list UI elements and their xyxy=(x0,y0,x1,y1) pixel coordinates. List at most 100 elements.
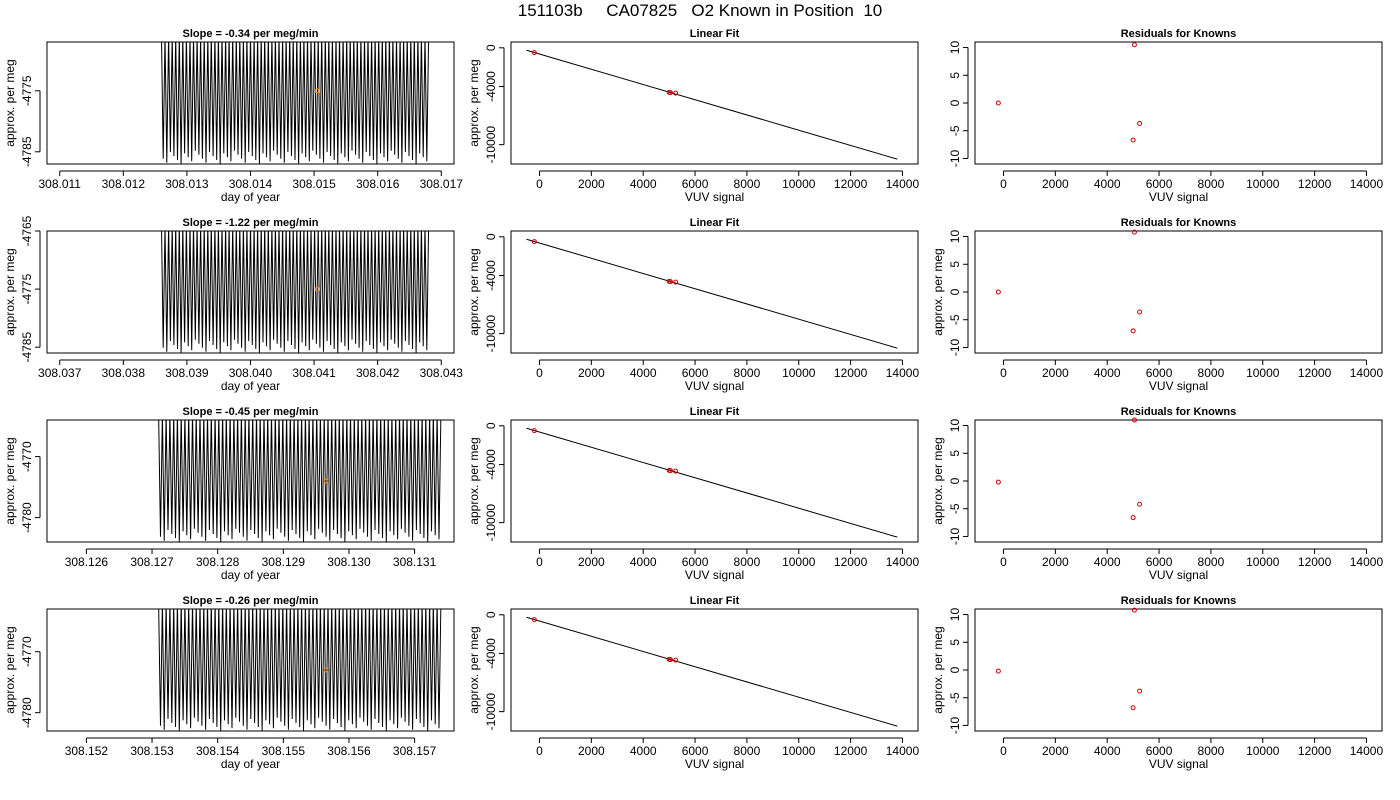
y-tick-label: -10 xyxy=(948,149,962,167)
y-tick-label: 10 xyxy=(948,419,962,433)
plot-frame xyxy=(510,419,919,543)
y-tick-label: 10 xyxy=(948,230,962,244)
y-axis-label: approx. per meg xyxy=(3,59,17,146)
x-tick-label: 2000 xyxy=(578,555,605,569)
x-tick-label: 12000 xyxy=(1298,744,1332,758)
x-tick-label: 6000 xyxy=(682,177,709,191)
x-tick-label: 308.040 xyxy=(229,366,273,380)
residual-point xyxy=(995,100,1001,106)
residual-point xyxy=(1131,607,1137,613)
x-tick-label: 2000 xyxy=(1042,177,1069,191)
x-tick-label: 308.155 xyxy=(262,744,306,758)
y-tick-label: -4775 xyxy=(20,75,34,106)
fit-data-point xyxy=(673,279,679,285)
x-axis-label: VUV signal xyxy=(685,757,744,771)
residual-point xyxy=(1130,137,1136,143)
y-tick-label: -4770 xyxy=(20,441,34,472)
x-tick-label: 308.152 xyxy=(65,744,109,758)
x-axis-label: VUV signal xyxy=(1149,568,1208,582)
fit-data-point xyxy=(531,617,537,623)
residual-point xyxy=(995,479,1001,485)
x-tick-label: 12000 xyxy=(834,366,868,380)
x-tick-label: 8000 xyxy=(1198,366,1225,380)
fit-line xyxy=(526,49,898,160)
plot-frame xyxy=(510,230,919,354)
x-tick-label: 10000 xyxy=(1246,177,1280,191)
residual-point xyxy=(1130,328,1136,334)
y-axis-label: approx. per meg xyxy=(931,626,945,713)
x-tick-label: 4000 xyxy=(630,366,657,380)
fit-data-point xyxy=(667,657,673,663)
x-tick-label: 308.127 xyxy=(130,555,174,569)
x-tick-label: 308.014 xyxy=(229,177,273,191)
x-tick-label: 0 xyxy=(1000,555,1007,569)
y-tick-label: -4780 xyxy=(20,502,34,533)
y-tick-label: 5 xyxy=(948,261,962,268)
plot-frame xyxy=(974,419,1383,543)
x-tick-label: 4000 xyxy=(630,555,657,569)
y-axis-label: approx. per meg xyxy=(467,626,481,713)
y-tick-label: -10000 xyxy=(484,693,498,731)
panel-row2-slope: Slope = -1.22 per meg/min 308.037 308.038 3… xyxy=(3,215,463,393)
y-tick-label: 10 xyxy=(948,608,962,622)
x-tick-label: 308.037 xyxy=(38,366,82,380)
x-tick-label: 14000 xyxy=(886,366,920,380)
residual-point xyxy=(1131,42,1137,48)
fit-data-point xyxy=(531,50,537,56)
y-tick-label: 10 xyxy=(948,41,962,55)
y-tick-label: 0 xyxy=(948,477,962,484)
panel-title: Linear Fit xyxy=(690,217,740,229)
x-tick-label: 0 xyxy=(536,555,543,569)
y-tick-label: -5 xyxy=(948,125,962,136)
y-tick-label: 0 xyxy=(948,288,962,295)
figure-title: 151103b CA07825 O2 Known in Position 10 xyxy=(517,1,883,20)
x-tick-label: 308.126 xyxy=(65,555,109,569)
mean-point-marker xyxy=(323,667,329,673)
x-tick-label: 308.038 xyxy=(102,366,146,380)
y-axis-label: approx. per meg xyxy=(931,248,945,335)
signal-series-line xyxy=(158,609,442,731)
y-tick-label: -5 xyxy=(948,314,962,325)
x-tick-label: 8000 xyxy=(1198,555,1225,569)
panel-row2-fit: Linear Fit 0 2000 4000 6000 8000 10000 12000 140… xyxy=(467,217,919,393)
y-tick-label: -4000 xyxy=(484,449,498,480)
x-tick-label: 0 xyxy=(536,177,543,191)
x-tick-label: 8000 xyxy=(734,555,761,569)
plot-frame xyxy=(974,41,1383,165)
x-tick-label: 0 xyxy=(1000,744,1007,758)
x-tick-label: 14000 xyxy=(1350,366,1384,380)
fit-data-point xyxy=(667,279,673,285)
x-tick-label: 12000 xyxy=(834,744,868,758)
x-tick-label: 12000 xyxy=(1298,555,1332,569)
x-axis-label: VUV signal xyxy=(685,379,744,393)
panel-title: Residuals for Knowns xyxy=(1121,217,1237,229)
panel-row4-slope: Slope = -0.26 per meg/min 308.152 308.153 3… xyxy=(3,595,455,771)
y-axis-label: approx. per meg xyxy=(3,437,17,524)
panel-title: Slope = -0.34 per meg/min xyxy=(182,28,318,40)
x-tick-label: 6000 xyxy=(1146,177,1173,191)
signal-series-line xyxy=(158,420,442,542)
x-tick-label: 308.131 xyxy=(393,555,437,569)
residual-point xyxy=(1137,309,1143,315)
x-tick-label: 308.128 xyxy=(196,555,240,569)
fit-data-point xyxy=(673,468,679,474)
y-tick-label: -4000 xyxy=(484,260,498,291)
x-tick-label: 308.039 xyxy=(165,366,209,380)
x-tick-label: 308.153 xyxy=(130,744,174,758)
x-tick-label: 308.016 xyxy=(356,177,400,191)
x-axis-label: day of year xyxy=(221,757,280,771)
x-tick-label: 0 xyxy=(1000,366,1007,380)
x-tick-label: 14000 xyxy=(886,744,920,758)
mean-point-marker xyxy=(314,286,320,292)
x-tick-label: 308.011 xyxy=(38,177,81,191)
x-tick-label: 6000 xyxy=(1146,555,1173,569)
panel-title: Linear Fit xyxy=(690,406,740,418)
x-tick-label: 14000 xyxy=(1350,555,1384,569)
x-tick-label: 12000 xyxy=(1298,366,1332,380)
y-tick-label: -10000 xyxy=(484,504,498,542)
x-tick-label: 308.157 xyxy=(393,744,437,758)
x-tick-label: 8000 xyxy=(734,744,761,758)
x-tick-label: 10000 xyxy=(1246,555,1280,569)
x-tick-label: 2000 xyxy=(578,744,605,758)
